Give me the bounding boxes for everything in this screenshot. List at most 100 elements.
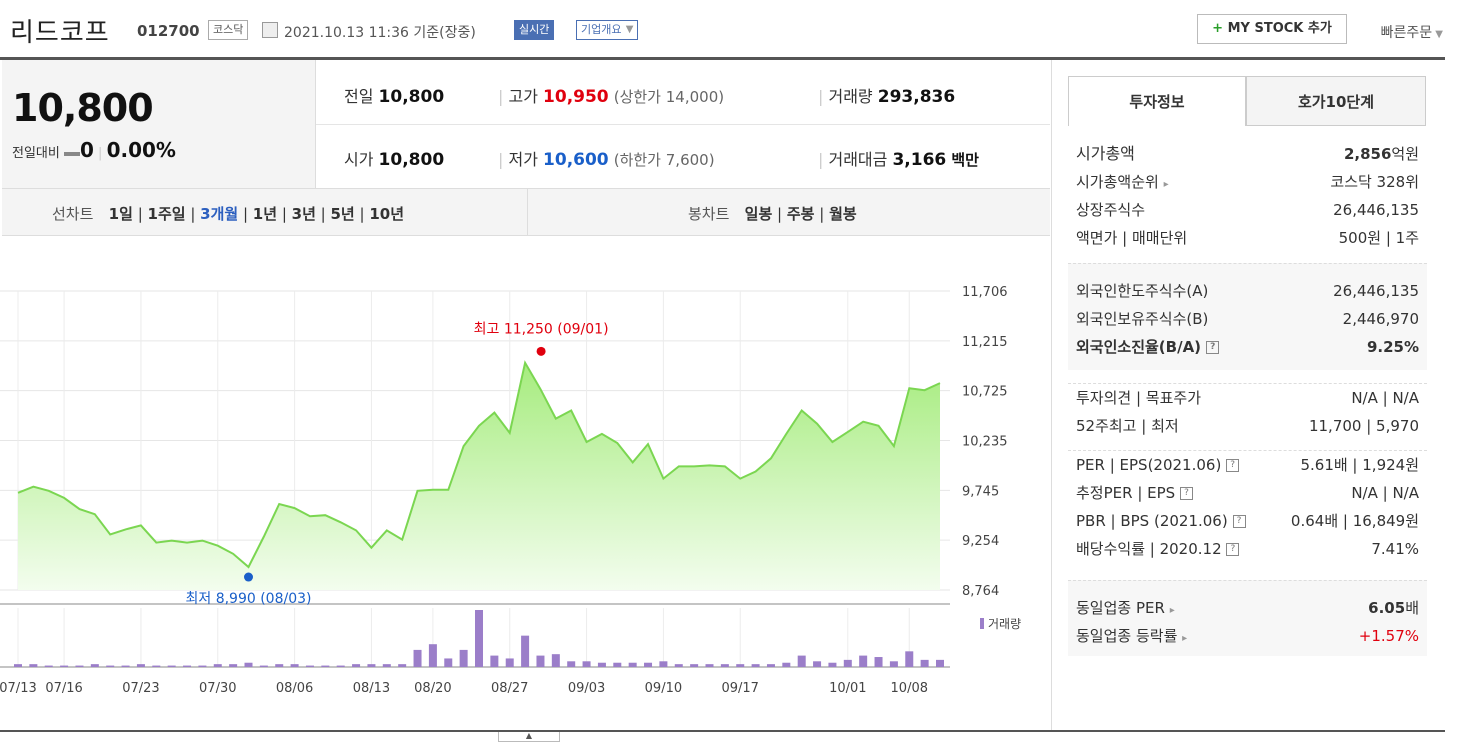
price-area <box>18 362 940 590</box>
volume-bar <box>551 654 560 667</box>
info-row-sector-change[interactable]: 동일업종 등락률 ▸ +1.57% <box>1076 627 1419 645</box>
volume-bar <box>229 664 238 667</box>
volume-bar <box>44 665 53 667</box>
x-tick-label: 08/20 <box>414 681 451 696</box>
company-overview-dropdown[interactable]: 기업개요 ▼ <box>576 20 639 40</box>
volume-bar <box>321 665 330 667</box>
info-group-foreign <box>1068 263 1427 370</box>
info-group-foreign-rows: 외국인한도주식수(A) 26,446,135 외국인보유주식수(B) 2,446,9… <box>1068 277 1427 361</box>
collapse-toggle[interactable]: ▲ <box>498 732 560 742</box>
line-period-option[interactable]: 10년 <box>369 205 405 223</box>
volume-bar <box>659 661 668 667</box>
volume-legend-swatch <box>980 618 984 629</box>
price-change: 전일대비 0 | 0.00% <box>12 138 176 162</box>
info-group-sector-rows: 동일업종 PER ▸ 6.05배 동일업종 등락률 ▸ +1.57% <box>1068 594 1427 650</box>
volume-bar <box>536 655 545 667</box>
line-period-option[interactable]: 3년 <box>291 205 316 223</box>
update-datetime: 2021.10.13 11:36 기준(장중) <box>284 25 476 41</box>
candle-chart-periods: 봉차트 일봉 | 주봉 | 월봉 <box>688 203 857 224</box>
investment-info-panel <box>1051 60 1445 732</box>
tab-orderbook[interactable]: 호가10단계 <box>1246 76 1426 126</box>
quote-open: 시가 10,800 <box>344 150 445 170</box>
line-chart-periods: 선차트 1일 | 1주일 | 3개월 | 1년 | 3년 | 5년 | 10년 <box>52 203 404 224</box>
x-tick-label: 10/01 <box>829 681 866 696</box>
volume-legend-label: 거래량 <box>988 617 1021 631</box>
realtime-tag[interactable]: 실시간 <box>514 20 555 40</box>
volume-bar <box>690 664 699 667</box>
option-separator: | <box>354 205 370 223</box>
help-icon[interactable]: ? <box>1226 459 1240 472</box>
chevron-right-icon: ▸ <box>1169 605 1175 616</box>
volume-bar <box>843 659 852 667</box>
x-tick-label: 07/16 <box>45 681 82 696</box>
volume-bar <box>14 664 22 667</box>
volume-bar <box>705 664 714 667</box>
y-tick-label: 10,725 <box>962 385 1008 400</box>
add-mystock-button[interactable]: + MY STOCK 추가 <box>1197 14 1347 44</box>
tab-investment-info[interactable]: 투자정보 <box>1068 76 1246 126</box>
line-period-option[interactable]: 1일 <box>108 205 133 223</box>
volume-bar <box>60 665 69 667</box>
x-tick-label: 07/13 <box>0 681 37 696</box>
stock-header: 리드코프 012700 코스닥 2021.10.13 11:36 기준(장중) … <box>0 0 1461 58</box>
line-period-option[interactable]: 5년 <box>330 205 355 223</box>
candle-period-option[interactable]: 일봉 <box>744 205 773 223</box>
price-line <box>17 360 941 569</box>
option-separator: | <box>315 205 331 223</box>
chevron-right-icon: ▸ <box>1182 633 1188 644</box>
period-divider <box>527 189 528 235</box>
candle-period-option[interactable]: 주봉 <box>786 205 815 223</box>
volume-bar <box>920 659 929 667</box>
volume-bar <box>674 664 683 667</box>
volume-bar <box>275 664 284 667</box>
volume-bar <box>797 655 806 667</box>
x-tick-label: 09/10 <box>645 681 682 696</box>
volume-bar <box>183 665 192 667</box>
volume-bar <box>352 664 361 667</box>
calendar-icon <box>262 22 278 38</box>
x-tick-label: 08/06 <box>276 681 313 696</box>
info-row-market-cap-rank[interactable]: 시가총액순위 ▸ 코스닥 328위 <box>1076 173 1419 191</box>
volume-bar <box>505 658 514 667</box>
volume-bar <box>259 665 268 667</box>
chevron-down-icon: ▼ <box>1432 29 1443 40</box>
help-icon[interactable]: ? <box>1206 341 1220 354</box>
info-row-market-cap: 시가총액 2,856억원 <box>1076 144 1419 163</box>
volume-bar <box>444 658 453 667</box>
volume-bar <box>751 664 760 667</box>
candle-chart-label: 봉차트 <box>688 205 730 223</box>
line-period-option[interactable]: 3개월 <box>200 205 239 223</box>
volume-bar <box>413 649 422 667</box>
chevron-up-icon: ▲ <box>525 731 533 740</box>
line-period-option[interactable]: 1주일 <box>147 205 186 223</box>
y-tick-label: 11,706 <box>962 285 1008 300</box>
volume-bar <box>628 662 637 667</box>
price-box <box>2 60 316 188</box>
help-icon[interactable]: ? <box>1232 515 1246 528</box>
candle-period-option[interactable]: 월봉 <box>829 205 857 223</box>
volume-bar <box>859 655 868 667</box>
info-group-market-cap: 시가총액 2,856억원 시가총액순위 ▸ 코스닥 328위 상장주식수 26,446… <box>1068 140 1427 252</box>
info-row-foreign-holding: 외국인보유주식수(B) 2,446,970 <box>1076 310 1419 328</box>
x-tick-label: 09/03 <box>568 681 605 696</box>
help-icon[interactable]: ? <box>1226 543 1240 556</box>
x-tick-label: 08/27 <box>491 681 528 696</box>
x-tick-label: 07/23 <box>122 681 159 696</box>
info-row-foreign-limit: 외국인한도주식수(A) 26,446,135 <box>1076 282 1419 300</box>
volume-bar <box>720 664 729 667</box>
line-period-option[interactable]: 1년 <box>252 205 278 223</box>
x-tick-label: 09/17 <box>721 681 758 696</box>
volume-bar <box>475 610 483 667</box>
volume-bar <box>136 664 145 667</box>
volume-bar <box>198 665 207 667</box>
y-tick-label: 11,215 <box>962 335 1008 350</box>
volume-bar <box>382 664 391 667</box>
stock-code: 012700 <box>137 22 200 40</box>
price-chart[interactable]: 11,706 11,215 10,725 10,235 9,745 9,254 8,764 0… <box>0 236 1050 730</box>
chevron-down-icon: ▼ <box>625 24 634 35</box>
y-tick-label: 8,764 <box>962 584 999 599</box>
quick-order-menu[interactable]: 빠른주문 ▼ <box>1380 25 1443 41</box>
info-row-sector-per[interactable]: 동일업종 PER ▸ 6.05배 <box>1076 599 1419 617</box>
help-icon[interactable]: ? <box>1179 487 1193 500</box>
chevron-right-icon: ▸ <box>1163 179 1169 190</box>
